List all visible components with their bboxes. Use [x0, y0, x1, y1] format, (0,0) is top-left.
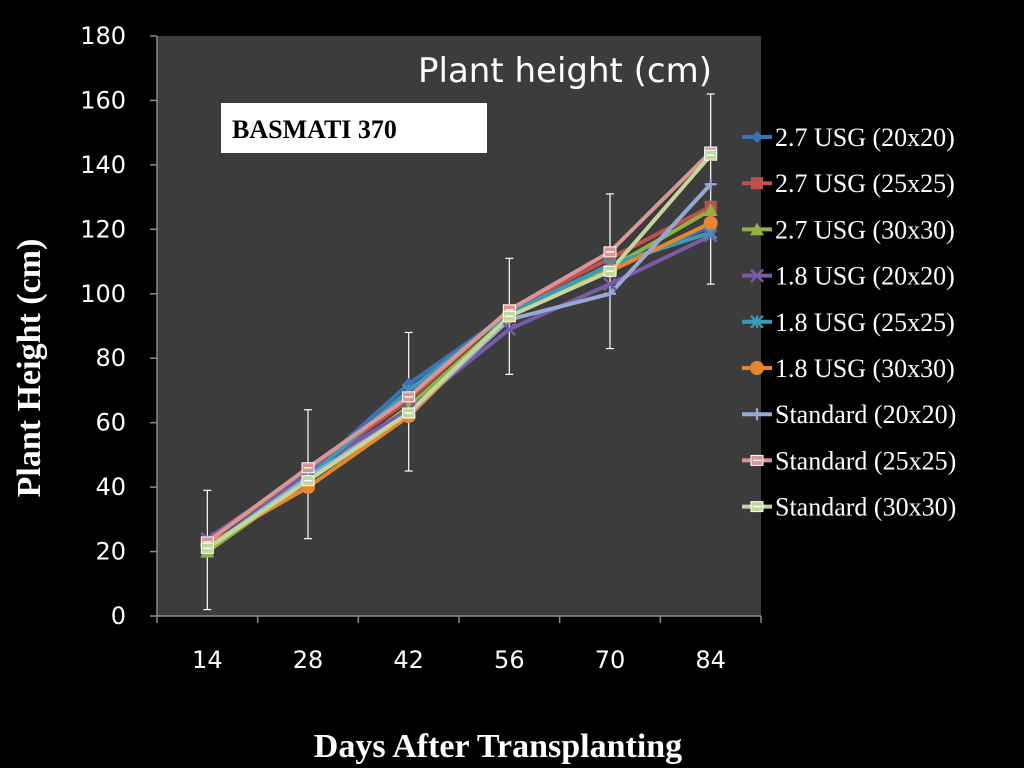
y-tick-label: 180 — [80, 22, 126, 50]
data-point — [703, 215, 718, 230]
data-point — [502, 322, 517, 337]
legend-item: 2.7 USG (30x30) — [742, 215, 955, 244]
series-line — [206, 150, 713, 544]
data-point — [301, 462, 315, 474]
legend-item: 1.8 USG (20x20) — [742, 262, 955, 291]
legend-label: Standard (30x30) — [775, 493, 956, 522]
data-point — [750, 361, 764, 375]
legend-item: 2.7 USG (20x20) — [742, 123, 955, 152]
x-tick-labels: 14 28 42 56 70 84 — [192, 646, 726, 674]
x-tick-label: 84 — [695, 646, 726, 674]
data-point — [402, 407, 416, 419]
legend-label: 1.8 USG (25x25) — [775, 308, 955, 337]
data-point — [750, 501, 764, 513]
y-tick-label: 20 — [95, 538, 126, 566]
data-point — [301, 475, 315, 487]
y-tick-label: 140 — [80, 151, 126, 179]
y-tick-label: 0 — [111, 602, 126, 630]
chart-title: Plant height (cm) — [418, 51, 712, 91]
data-point — [750, 222, 764, 236]
series-line — [206, 153, 713, 550]
x-tick-label: 42 — [393, 646, 424, 674]
legend-label: 2.7 USG (30x30) — [775, 215, 955, 244]
y-tick-label: 120 — [80, 215, 126, 243]
data-point — [604, 252, 616, 265]
y-tick-label: 100 — [80, 280, 126, 308]
data-point — [603, 265, 617, 277]
legend-item: Standard (20x20) — [742, 400, 956, 429]
data-point — [200, 542, 214, 554]
legend-label: Standard (25x25) — [775, 446, 956, 475]
axes — [150, 35, 762, 623]
legend: 2.7 USG (20x20) 2.7 USG (25x25) 2.7 USG (3… — [742, 123, 956, 522]
legend-item: 2.7 USG (25x25) — [742, 169, 955, 198]
x-tick-label: 14 — [192, 646, 223, 674]
data-point — [402, 391, 416, 403]
legend-label: 2.7 USG (20x20) — [775, 123, 955, 152]
x-tick-label: 28 — [293, 646, 324, 674]
annotation-box — [221, 103, 487, 153]
y-tick-label: 160 — [80, 86, 126, 114]
y-tick-label: 80 — [95, 344, 126, 372]
y-tick-labels: 0 20 40 60 80 100 120 140 160 180 — [80, 22, 126, 630]
legend-label: 2.7 USG (25x25) — [775, 169, 955, 198]
legend-item: Standard (30x30) — [742, 493, 956, 522]
legend-label: 1.8 USG (20x20) — [775, 262, 955, 291]
y-tick-label: 60 — [95, 409, 126, 437]
data-point — [750, 454, 764, 466]
y-tick-label: 40 — [95, 473, 126, 501]
legend-item: Standard (25x25) — [742, 446, 956, 475]
data-point — [704, 178, 717, 191]
data-point — [750, 268, 764, 283]
legend-label: Standard (20x20) — [775, 400, 956, 429]
legend-label: 1.8 USG (30x30) — [775, 354, 955, 383]
legend-item: 1.8 USG (30x30) — [742, 354, 955, 383]
x-axis-label: Days After Transplanting — [314, 728, 682, 765]
y-axis-label: Plant Height (cm) — [11, 239, 48, 498]
data-point — [704, 149, 718, 161]
data-point — [750, 315, 764, 329]
data-point — [603, 277, 617, 291]
data-point — [604, 287, 616, 300]
series-lines — [206, 150, 713, 554]
data-point — [751, 408, 763, 421]
data-point — [703, 203, 718, 216]
annotation-label: BASMATI 370 — [232, 115, 397, 144]
data-point — [751, 131, 763, 143]
legend-item: 1.8 USG (25x25) — [742, 308, 955, 337]
data-point — [751, 177, 763, 190]
data-point — [603, 246, 617, 258]
x-tick-label: 70 — [595, 646, 626, 674]
x-tick-label: 56 — [494, 646, 525, 674]
data-point — [502, 310, 516, 322]
series-markers — [200, 146, 718, 558]
